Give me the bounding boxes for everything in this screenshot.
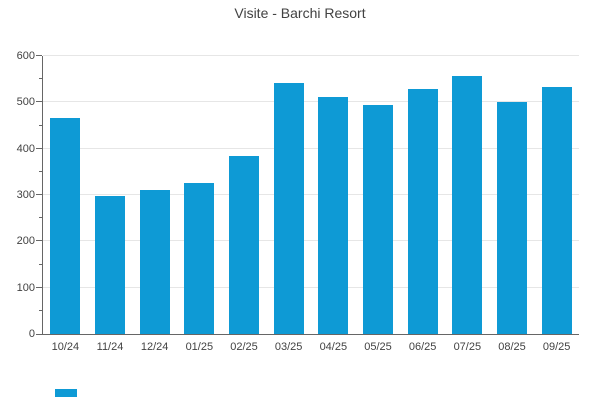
y-tick-label: 400	[16, 143, 35, 155]
gridline	[43, 240, 579, 241]
chart-title: Visite - Barchi Resort	[234, 5, 366, 21]
gridline	[43, 287, 579, 288]
plot-area: 0 100 200 300 400 500 600 10/24 11/24 12/24 01/25 0…	[17, 50, 579, 353]
y-axis-minor-tick	[39, 264, 42, 265]
x-tick-label: 02/25	[230, 341, 258, 353]
x-tick-label: 08/25	[498, 341, 526, 353]
y-tick-label: 600	[16, 50, 35, 62]
y-axis-tick	[36, 287, 42, 288]
y-axis-tick	[36, 194, 42, 195]
x-tick-label: 12/24	[140, 341, 169, 353]
y-axis-tick	[36, 240, 42, 241]
y-tick-label: 0	[28, 328, 35, 340]
y-tick-label: 100	[16, 282, 35, 294]
y-tick-label: 300	[16, 189, 35, 201]
y-axis-minor-tick	[39, 171, 42, 172]
bar	[497, 102, 527, 334]
gridline	[43, 148, 579, 149]
bar	[318, 97, 349, 334]
bar	[363, 104, 393, 334]
bar	[184, 182, 215, 334]
y-axis-tick	[36, 148, 42, 149]
y-axis-minor-tick	[39, 78, 42, 79]
gridline	[43, 194, 579, 195]
y-tick-label: 200	[16, 235, 35, 247]
gridline	[43, 55, 579, 56]
bar	[452, 75, 483, 334]
y-tick-label: 500	[16, 96, 35, 108]
x-tick-label: 09/25	[542, 341, 571, 353]
y-axis-tick	[36, 334, 42, 335]
y-axis-tick	[36, 101, 42, 102]
bar	[273, 83, 304, 334]
bar	[50, 117, 81, 334]
y-axis-minor-tick	[39, 125, 42, 126]
x-tick-label: 07/25	[453, 341, 482, 353]
x-tick-label: 06/25	[408, 341, 437, 353]
bar	[95, 196, 125, 334]
gridline	[43, 101, 579, 102]
y-axis-minor-tick	[39, 217, 42, 218]
x-tick-label: 10/24	[51, 341, 80, 353]
y-axis-tick	[36, 55, 42, 56]
x-tick-label: 03/25	[274, 341, 303, 353]
x-tick-label: 01/25	[185, 341, 214, 353]
y-axis-minor-tick	[39, 310, 42, 311]
x-tick-label: 05/25	[364, 341, 392, 353]
x-tick-label: 04/25	[319, 341, 348, 353]
x-tick-label: 11/24	[96, 341, 124, 353]
legend-swatch	[55, 389, 77, 397]
bar	[541, 86, 572, 334]
bar	[407, 88, 438, 334]
bar	[139, 190, 170, 334]
bar	[229, 156, 259, 334]
